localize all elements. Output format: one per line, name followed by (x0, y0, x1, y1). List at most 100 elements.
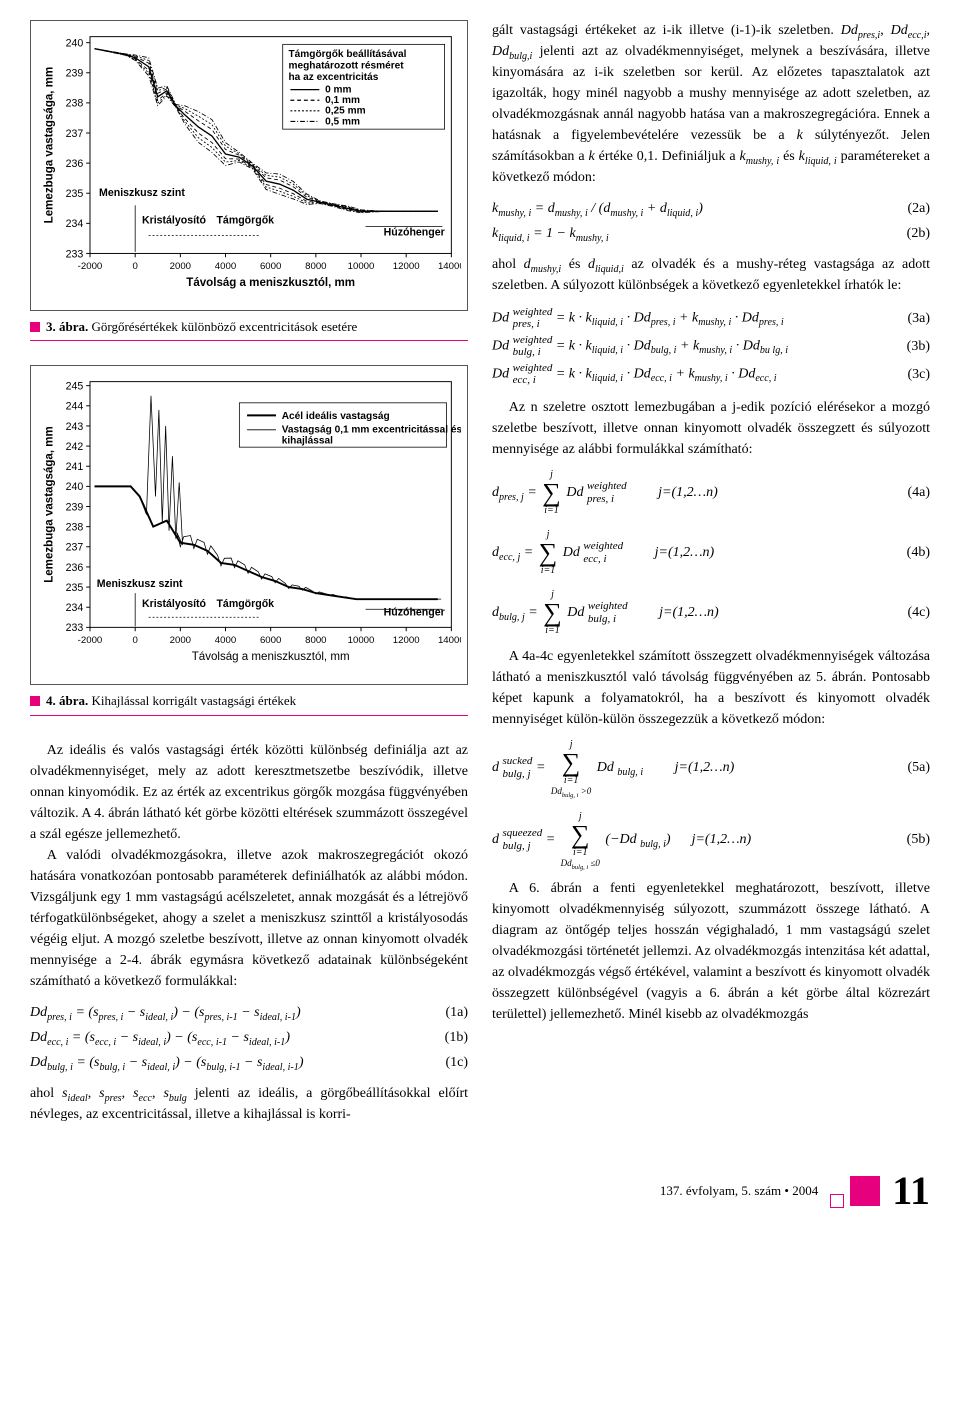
eq-4c: dbulg, j = j∑i=1 Dd weightedbulg, i j=(1… (492, 590, 930, 636)
svg-text:241: 241 (66, 461, 84, 473)
fig4-caption-bold: 4. ábra. (46, 693, 88, 708)
square-icon (30, 322, 40, 332)
svg-text:233: 233 (66, 248, 84, 260)
right-para-3: Az n szeletre osztott lemezbugában a j-e… (492, 397, 930, 460)
svg-text:Kristályosító: Kristályosító (142, 214, 207, 226)
eq-1a: Ddpres, i = (spres, i − sideal, i) − (sp… (30, 1002, 468, 1023)
eq-4-block: dpres, j = j∑i=1 Dd weightedpres, i j=(1… (492, 470, 930, 636)
svg-text:242: 242 (66, 441, 84, 453)
svg-text:Húzóhenger: Húzóhenger (384, 226, 445, 238)
page-footer: 137. évfolyam, 5. szám • 2004 11 (30, 1161, 930, 1221)
svg-text:Támgörgők: Támgörgők (216, 599, 274, 611)
svg-text:meghatározott résméret: meghatározott résméret (288, 60, 404, 71)
eq-4a: dpres, j = j∑i=1 Dd weightedpres, i j=(1… (492, 470, 930, 516)
eq-3c: Dd weightedecc, i = k · kliquid, i · Dde… (492, 362, 930, 386)
svg-text:0,1 mm: 0,1 mm (325, 95, 360, 106)
svg-text:239: 239 (66, 502, 84, 514)
svg-text:245: 245 (66, 381, 84, 393)
svg-text:0,25 mm: 0,25 mm (325, 106, 365, 117)
eq-4b: decc, j = j∑i=1 Dd weightedecc, i j=(1,2… (492, 530, 930, 576)
eq-2-block: kmushy, i = dmushy, i / (dmushy, i + dli… (492, 198, 930, 244)
svg-text:4000: 4000 (215, 261, 236, 272)
fig4-caption-text: Kihajlással korrigált vastagsági értékek (92, 693, 297, 708)
left-column: 233 234 235 236 237 238 239 240 -2000 0 2000 4000 60… (30, 20, 468, 1125)
eq-3a: Dd weightedpres, i = k · kliquid, i · Dd… (492, 306, 930, 330)
svg-text:236: 236 (66, 562, 84, 574)
eq-1-block: Ddpres, i = (spres, i − sideal, i) − (sp… (30, 1002, 468, 1073)
svg-text:-2000: -2000 (78, 635, 103, 646)
eq-3b: Dd weightedbulg, i = k · kliquid, i · Dd… (492, 334, 930, 358)
right-para-4: A 4a-4c egyenletekkel számított összegze… (492, 646, 930, 730)
svg-text:8000: 8000 (305, 261, 326, 272)
eq-2a: kmushy, i = dmushy, i / (dmushy, i + dli… (492, 198, 930, 219)
page-columns: 233 234 235 236 237 238 239 240 -2000 0 2000 4000 60… (30, 20, 930, 1125)
right-para-1: gált vastagsági értékeket az i-ik illetv… (492, 20, 930, 188)
svg-text:kihajlással: kihajlással (282, 436, 333, 447)
square-icon (30, 696, 40, 706)
svg-text:2000: 2000 (170, 635, 191, 646)
fig3-caption-bold: 3. ábra. (46, 319, 88, 334)
svg-text:2000: 2000 (170, 261, 191, 272)
eq-5b: d squeezedbulg, j = j∑i=1Ddbulg, i ≤0 (−… (492, 812, 930, 868)
svg-text:6000: 6000 (260, 635, 281, 646)
svg-text:0: 0 (132, 261, 137, 272)
eq-5-block: d suckedbulg, j = j∑i=1Ddbulg, i >0 Dd b… (492, 740, 930, 868)
svg-text:0,5 mm: 0,5 mm (325, 116, 360, 127)
svg-text:0 mm: 0 mm (325, 85, 351, 96)
svg-text:Lemezbuga vastagsága, mm: Lemezbuga vastagsága, mm (43, 67, 55, 224)
fig3-caption-text: Görgőrésértékek különböző excentricitáso… (92, 319, 358, 334)
figure-4-caption: 4. ábra. Kihajlással korrigált vastagság… (30, 691, 468, 711)
svg-text:Meniszkusz szint: Meniszkusz szint (97, 578, 183, 590)
svg-text:Acél ideális vastagság: Acél ideális vastagság (282, 412, 390, 423)
svg-text:10000: 10000 (348, 635, 375, 646)
svg-text:233: 233 (66, 623, 84, 635)
svg-text:238: 238 (66, 522, 84, 534)
svg-text:Húzóhenger: Húzóhenger (384, 607, 445, 619)
eq-3-block: Dd weightedpres, i = k · kliquid, i · Dd… (492, 306, 930, 387)
footer-page-number: 11 (892, 1161, 930, 1221)
svg-text:10000: 10000 (348, 261, 375, 272)
svg-text:6000: 6000 (260, 261, 281, 272)
svg-text:239: 239 (66, 68, 84, 80)
svg-text:Vastagság 0,1 mm excentricitás: Vastagság 0,1 mm excentricitással és (282, 425, 461, 436)
eq-1c: Ddbulg, i = (sbulg, i − sideal, i) − (sb… (30, 1052, 468, 1073)
svg-text:Kristályosító: Kristályosító (142, 599, 207, 611)
svg-text:Támgörgők: Támgörgők (216, 214, 274, 226)
figure-3-box: 233234235236237238239240-200002000400060… (30, 20, 468, 311)
svg-text:237: 237 (66, 542, 84, 554)
left-para-2: A valódi olvadékmozgásokra, illetve azok… (30, 845, 468, 992)
svg-text:12000: 12000 (393, 635, 420, 646)
left-para-3: ahol sideal, spres, secc, sbulg jelenti … (30, 1083, 468, 1125)
svg-text:Meniszkusz szint: Meniszkusz szint (99, 187, 185, 199)
svg-text:234: 234 (66, 602, 84, 614)
svg-text:8000: 8000 (305, 635, 326, 646)
figure-3-svg: 233234235236237238239240-200002000400060… (37, 27, 461, 297)
eq-1b: Ddecc, i = (secc, i − sideal, i) − (secc… (30, 1027, 468, 1048)
svg-text:4000: 4000 (215, 635, 236, 646)
svg-text:Távolság a meniszkusztól, mm: Távolság a meniszkusztól, mm (192, 651, 350, 663)
eq-2b: kliquid, i = 1 − kmushy, i (2b) (492, 223, 930, 244)
svg-text:235: 235 (66, 188, 84, 200)
svg-text:235: 235 (66, 582, 84, 594)
figure-4-box: 233 234 235 236 237 238 239 240 241 242 243 244 245 -… (30, 365, 468, 685)
right-para-5: A 6. ábrán a fenti egyenletekkel meghatá… (492, 878, 930, 1025)
svg-text:Lemezbuga vastagsága, mm: Lemezbuga vastagsága, mm (43, 427, 55, 584)
svg-text:238: 238 (66, 98, 84, 110)
figure-3-caption: 3. ábra. Görgőrésértékek különböző excen… (30, 317, 468, 337)
svg-text:244: 244 (66, 401, 84, 413)
svg-text:234: 234 (66, 218, 84, 230)
svg-text:240: 240 (66, 38, 84, 50)
svg-text:237: 237 (66, 128, 84, 140)
svg-text:ha az excentricitás: ha az excentricitás (288, 72, 378, 83)
svg-text:Támgörgők beállításával: Támgörgők beállításával (288, 49, 406, 60)
svg-text:240: 240 (66, 482, 84, 494)
svg-text:236: 236 (66, 158, 84, 170)
fig3-rule (30, 340, 468, 341)
svg-text:14000: 14000 (438, 261, 461, 272)
svg-text:14000: 14000 (438, 635, 461, 646)
footer-small-square-icon (830, 1194, 844, 1208)
svg-text:243: 243 (66, 421, 84, 433)
fig4-rule (30, 715, 468, 716)
left-para-1: Az ideális és valós vastagsági érték köz… (30, 740, 468, 845)
footer-square-icon (850, 1176, 880, 1206)
